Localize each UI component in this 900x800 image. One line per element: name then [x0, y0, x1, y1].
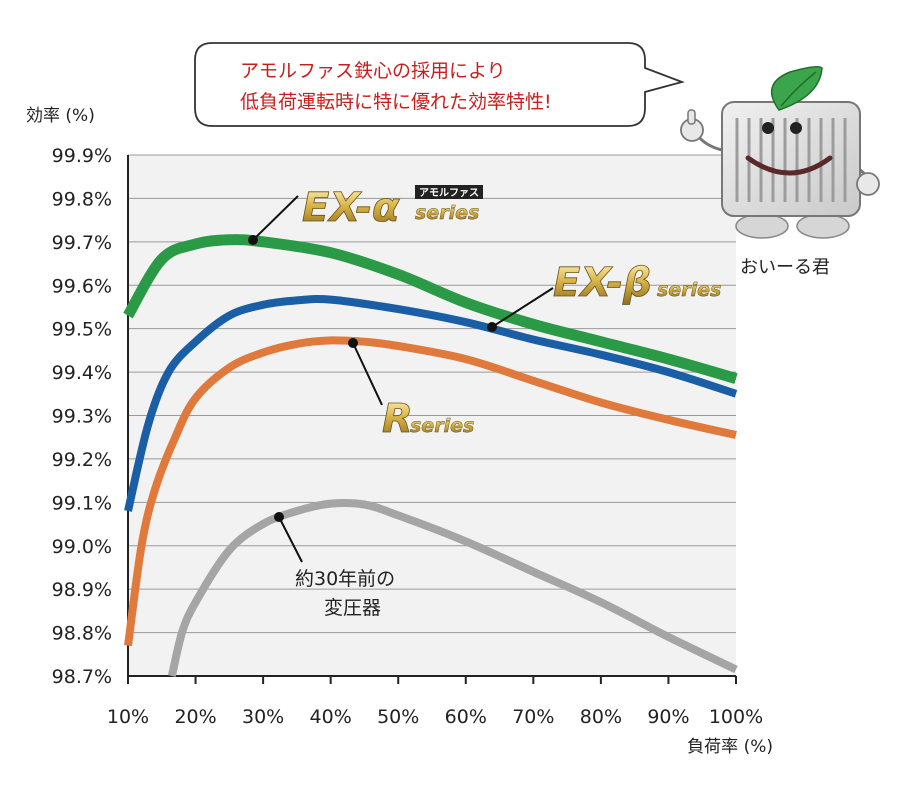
series-line-0: [123, 234, 738, 384]
label-ex-beta: EX-β series: [553, 260, 722, 307]
ex-beta-sub: series: [657, 279, 721, 301]
x-tick-label: 80%: [580, 706, 622, 728]
marker-ex-alpha: [248, 235, 258, 245]
mascot: おいーる君: [680, 65, 880, 278]
label-ex-alpha: EX-α アモルファス series: [302, 185, 483, 231]
series-line-3: [168, 498, 738, 677]
mascot-name: おいーる君: [740, 257, 830, 278]
x-tick-label: 10%: [107, 706, 149, 728]
y-tick-labels: 98.7% 98.8% 98.9% 99.0% 99.1% 99.2% 99.3% 99.4%…: [52, 145, 112, 688]
ex-alpha-sub: series: [415, 202, 479, 224]
mascot-right-eye: [790, 122, 802, 134]
ex-alpha-tag-bg: [415, 185, 483, 199]
y-tick-label: 99.4%: [52, 362, 112, 384]
axes: [127, 155, 737, 684]
mascot-smile: [745, 155, 833, 176]
y-tick-label: 99.1%: [52, 492, 112, 514]
label-old-transformer: 約30年前の 変圧器: [295, 568, 395, 619]
marker-ex-beta: [487, 322, 497, 332]
old-label-line-2: 変圧器: [324, 597, 381, 619]
x-tick-label: 50%: [377, 706, 419, 728]
series-line-2: [124, 336, 737, 647]
x-tick-label: 100%: [709, 706, 763, 728]
mascot-right-foot: [796, 213, 850, 239]
callout-bubble: アモルファス鉄心の採用により 低負荷運転時に特に優れた効率特性!: [194, 42, 685, 127]
old-label-line-1: 約30年前の: [295, 568, 395, 590]
leader-ex-alpha: [252, 195, 299, 241]
y-tick-label: 99.8%: [52, 188, 112, 210]
series-line-1: [124, 294, 738, 512]
callout-line-1: アモルファス鉄心の採用により: [240, 60, 506, 82]
y-tick-label: 99.6%: [52, 275, 112, 297]
x-tick-label: 40%: [310, 706, 352, 728]
ex-beta-main: EX-β: [553, 260, 652, 306]
x-tick-label: 20%: [174, 706, 216, 728]
y-tick-label: 99.5%: [52, 319, 112, 341]
marker-r: [348, 338, 358, 348]
leader-lines: [248, 195, 554, 563]
x-tick-label: 60%: [445, 706, 487, 728]
y-tick-label: 99.3%: [52, 406, 112, 428]
y-tick-label: 99.9%: [52, 145, 112, 167]
leader-ex-beta: [491, 287, 554, 328]
leaf-icon: [770, 65, 823, 111]
leader-old: [278, 516, 303, 563]
callout-line-2: 低負荷運転時に特に優れた効率特性!: [240, 91, 552, 113]
y-tick-label: 99.2%: [52, 449, 112, 471]
y-tick-label: 98.9%: [52, 579, 112, 601]
mascot-body: [721, 101, 861, 217]
ex-alpha-main: EX-α: [302, 185, 400, 231]
x-axis-title: 負荷率 (%): [687, 737, 773, 757]
y-tick-label: 99.0%: [52, 536, 112, 558]
leader-r: [352, 342, 383, 406]
ex-alpha-tag: アモルファス: [419, 187, 479, 199]
mascot-right-hand: [856, 168, 880, 196]
x-tick-label: 70%: [512, 706, 554, 728]
r-main: R: [382, 396, 413, 442]
x-tick-labels: 10% 20% 30% 40% 50% 60% 70% 80% 90% 100%: [107, 706, 763, 728]
y-axis-title: 効率 (%): [26, 106, 95, 126]
mascot-left-hand: [680, 109, 723, 152]
mascot-left-eye: [762, 122, 774, 134]
y-tick-label: 98.8%: [52, 623, 112, 645]
x-tick-label: 90%: [647, 706, 689, 728]
label-r: R series: [382, 396, 475, 443]
series-lines: [123, 234, 738, 677]
mascot-left-foot: [735, 213, 789, 239]
y-tick-label: 98.7%: [52, 666, 112, 688]
marker-old: [274, 512, 284, 522]
y-tick-label: 99.7%: [52, 232, 112, 254]
r-sub: series: [410, 415, 474, 437]
x-tick-label: 30%: [242, 706, 284, 728]
